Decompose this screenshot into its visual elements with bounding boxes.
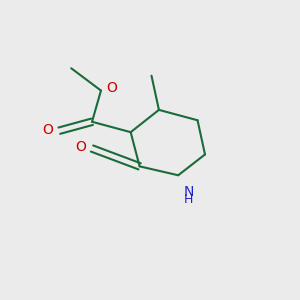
Text: N: N	[184, 184, 194, 199]
Text: O: O	[75, 140, 86, 154]
Text: O: O	[106, 81, 117, 94]
Text: H: H	[184, 193, 193, 206]
Text: O: O	[42, 123, 53, 137]
